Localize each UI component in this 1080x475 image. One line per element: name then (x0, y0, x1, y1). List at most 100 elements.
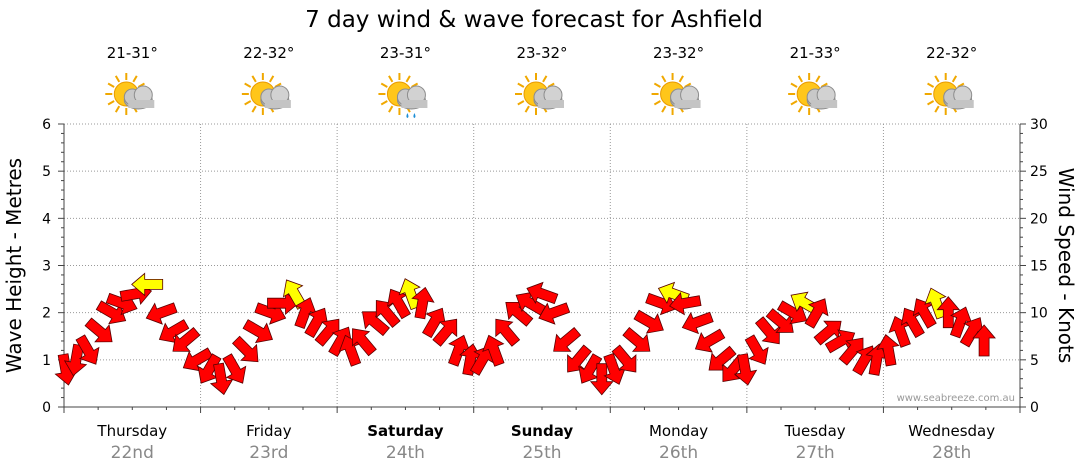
sun-ray (405, 75, 411, 83)
weather-icons (105, 73, 974, 118)
partly-cloudy-icon (515, 73, 564, 115)
y-tick-label: 2 (42, 306, 51, 322)
wind-arrow (754, 316, 780, 345)
sun-ray (934, 75, 940, 83)
sun-ray (678, 75, 684, 83)
day-label: Tuesday (784, 422, 846, 440)
wind-arrow (482, 334, 505, 367)
wind-arrow (75, 334, 100, 365)
wind-arrow (197, 353, 222, 384)
raindrop (413, 113, 416, 118)
temp-label: 23-31° (380, 44, 431, 62)
partly-cloudy-icon (241, 73, 291, 115)
sun-ray (815, 75, 821, 83)
temp-label: 23-32° (653, 44, 704, 62)
temp-label: 21-33° (790, 44, 841, 62)
y-tick-label: 4 (42, 211, 51, 227)
wind-arrow (813, 320, 842, 346)
wind-arrow (304, 307, 329, 339)
wind-arrow (63, 343, 88, 377)
wind-arrow (912, 298, 937, 329)
y2-tick-label: 25 (1030, 164, 1048, 180)
partly-cloudy-icon (788, 73, 838, 115)
sun-ray (653, 82, 661, 88)
y2-tick-label: 10 (1030, 306, 1048, 322)
sun-ray (517, 100, 525, 106)
sun-ray (114, 75, 121, 83)
sun-ray (380, 100, 388, 106)
temp-label: 23-32° (516, 44, 567, 62)
wind-arrow (633, 309, 664, 334)
sun-ray (653, 100, 661, 106)
wind-arrow (328, 326, 353, 358)
day-label: Friday (246, 422, 292, 440)
sun-ray (268, 75, 275, 83)
wind-arrow (876, 334, 900, 367)
wind-arrow (314, 318, 340, 347)
temp-label: 22-32° (243, 44, 294, 62)
sun-ray (790, 100, 798, 106)
wind-arrow (733, 353, 758, 386)
sun-ray (524, 105, 530, 113)
wind-arrow (242, 319, 273, 344)
wind-arrow (611, 344, 637, 373)
wind-arrow (222, 353, 247, 384)
wind-arrow (95, 300, 127, 325)
wind-arrow (669, 291, 702, 316)
temp-label: 22-32° (926, 44, 977, 62)
wind-arrow (422, 307, 446, 339)
raindrop (406, 113, 409, 118)
wind-arrow (949, 306, 973, 339)
day-label: Wednesday (908, 422, 995, 440)
partly-cloudy-icon (651, 73, 701, 115)
sun-ray (107, 82, 115, 88)
day-label: Monday (649, 422, 708, 440)
date-label: 25th (522, 443, 561, 463)
wind-arrow-light (131, 272, 164, 297)
wind-arrows (54, 272, 996, 396)
chart-title: 7 day wind & wave forecast for Ashfield (305, 7, 763, 33)
date-label: 26th (659, 443, 698, 463)
wind-arrow (567, 344, 592, 373)
y-tick-label: 3 (42, 259, 51, 275)
date-label: 23rd (249, 443, 288, 463)
sun-ray (797, 75, 804, 83)
wind-arrow (352, 328, 377, 357)
wind-arrow (553, 326, 582, 352)
wind-arrow (172, 326, 201, 352)
wind-arrow (744, 334, 769, 365)
wind-arrow (158, 319, 190, 344)
sun-ray (244, 82, 252, 88)
wind-arrow (959, 317, 984, 348)
sun-ray (524, 75, 530, 83)
y2-tick-label: 5 (1030, 353, 1039, 369)
y2-axis-title: Wind Speed - Knots (1054, 168, 1078, 364)
wind-arrow (361, 311, 390, 337)
sun-ray (542, 75, 548, 83)
partly-cloudy-rain-icon (378, 73, 428, 118)
wind-arrow (505, 301, 534, 327)
y2-tick-label: 15 (1030, 259, 1048, 275)
cloud-base (947, 100, 974, 108)
wind-arrow (231, 335, 259, 363)
temp-label: 21-31° (107, 44, 158, 62)
wind-arrow (900, 307, 925, 339)
wind-arrow (804, 298, 829, 329)
sun-ray (661, 105, 667, 113)
sun-ray (797, 105, 804, 113)
axis-labels: 0 1 2 3 4 5 6 0 5 10 15 20 25 30 Wave Height - Metres W… (2, 44, 1078, 463)
cloud-base (128, 100, 155, 108)
date-label: 22nd (111, 443, 154, 463)
sun-ray (388, 105, 394, 113)
sun-ray (380, 82, 388, 88)
credit-text: www.seabreeze.com.au (897, 393, 1015, 404)
wind-arrow (838, 337, 864, 366)
sun-ray (251, 105, 257, 113)
wind-arrow (765, 308, 794, 333)
cloud-base (811, 100, 838, 108)
date-label: 28th (932, 443, 971, 463)
wind-arrow (495, 318, 521, 347)
wind-arrow (603, 352, 626, 385)
date-label: 27th (796, 443, 835, 463)
